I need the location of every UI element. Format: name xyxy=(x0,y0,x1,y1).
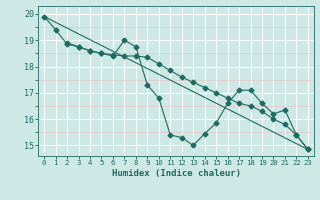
X-axis label: Humidex (Indice chaleur): Humidex (Indice chaleur) xyxy=(111,169,241,178)
